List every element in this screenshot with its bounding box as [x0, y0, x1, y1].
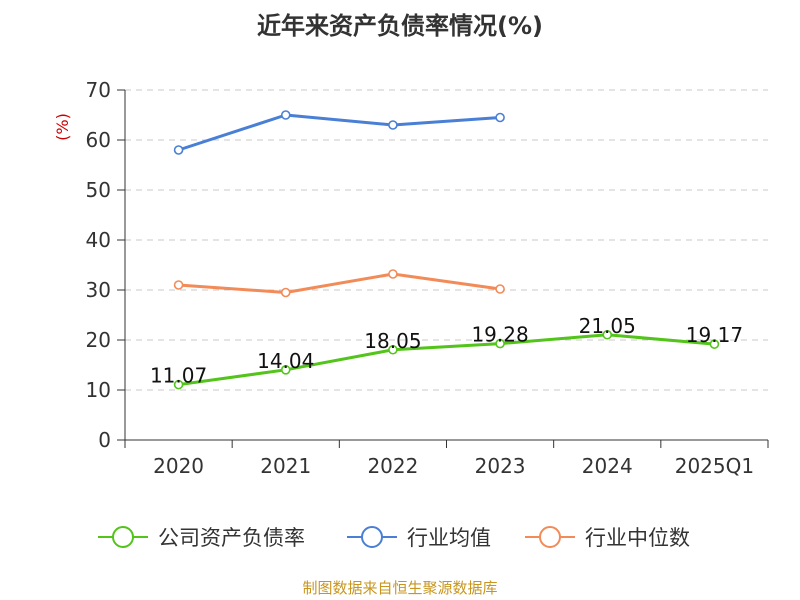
x-tick-label: 2023 — [475, 454, 526, 478]
legend-marker — [539, 526, 561, 548]
axis-layer: 0 10 20 30 40 50 60 70 (%) 2020 2021 2022 2023 2024 20… — [53, 78, 769, 478]
data-label: 11.07 — [150, 364, 207, 388]
chart-title: 近年来资产负债率情况(%) — [257, 12, 543, 40]
x-tick-label: 2021 — [260, 454, 311, 478]
data-point — [280, 364, 291, 375]
data-point — [495, 338, 505, 349]
legend: 公司资产负债率 行业均值 行业中位数 — [98, 526, 690, 550]
data-point — [173, 280, 184, 290]
data-label: 21.05 — [579, 314, 636, 338]
y-tick-label: 40 — [86, 228, 111, 252]
data-label: 18.05 — [364, 329, 421, 353]
data-point — [388, 344, 398, 355]
data-label-layer: 11.07 14.04 18.05 19.28 21.05 19.17 — [150, 314, 743, 388]
legend-marker — [112, 526, 134, 548]
legend-label: 公司资产负债率 — [158, 526, 305, 550]
x-tick-label: 2022 — [367, 454, 418, 478]
data-point — [280, 110, 291, 120]
legend-marker — [361, 526, 383, 548]
data-point — [173, 379, 184, 390]
x-tick-label: 2024 — [582, 454, 633, 478]
y-tick-label: 30 — [86, 278, 111, 302]
y-tick-label: 50 — [86, 178, 111, 202]
data-point — [602, 329, 613, 340]
data-point — [388, 120, 398, 130]
y-tick-label: 0 — [98, 428, 111, 452]
x-tick-label: 2020 — [153, 454, 204, 478]
data-point — [709, 339, 720, 349]
legend-label: 行业均值 — [407, 526, 491, 550]
data-point — [173, 145, 184, 155]
grid-layer — [125, 89, 768, 391]
data-point — [495, 284, 505, 294]
source-note: 制图数据来自恒生聚源数据库 — [302, 579, 498, 597]
y-tick-label: 70 — [86, 78, 111, 102]
data-point — [280, 287, 291, 298]
series-line-0 — [178, 333, 715, 387]
data-label: 19.28 — [471, 323, 528, 347]
legend-label: 行业中位数 — [585, 526, 690, 550]
data-label: 14.04 — [257, 349, 314, 373]
y-axis-label: (%) — [53, 113, 72, 141]
series-line-1 — [178, 113, 501, 152]
series-line-2 — [178, 272, 501, 294]
y-tick-label: 10 — [86, 378, 111, 402]
data-point — [495, 112, 505, 123]
data-point — [388, 269, 398, 279]
y-tick-label: 60 — [86, 128, 111, 152]
x-tick-label: 2025Q1 — [675, 454, 754, 478]
series-layer — [173, 110, 720, 390]
y-tick-label: 20 — [86, 328, 111, 352]
data-label: 19.17 — [686, 323, 743, 347]
